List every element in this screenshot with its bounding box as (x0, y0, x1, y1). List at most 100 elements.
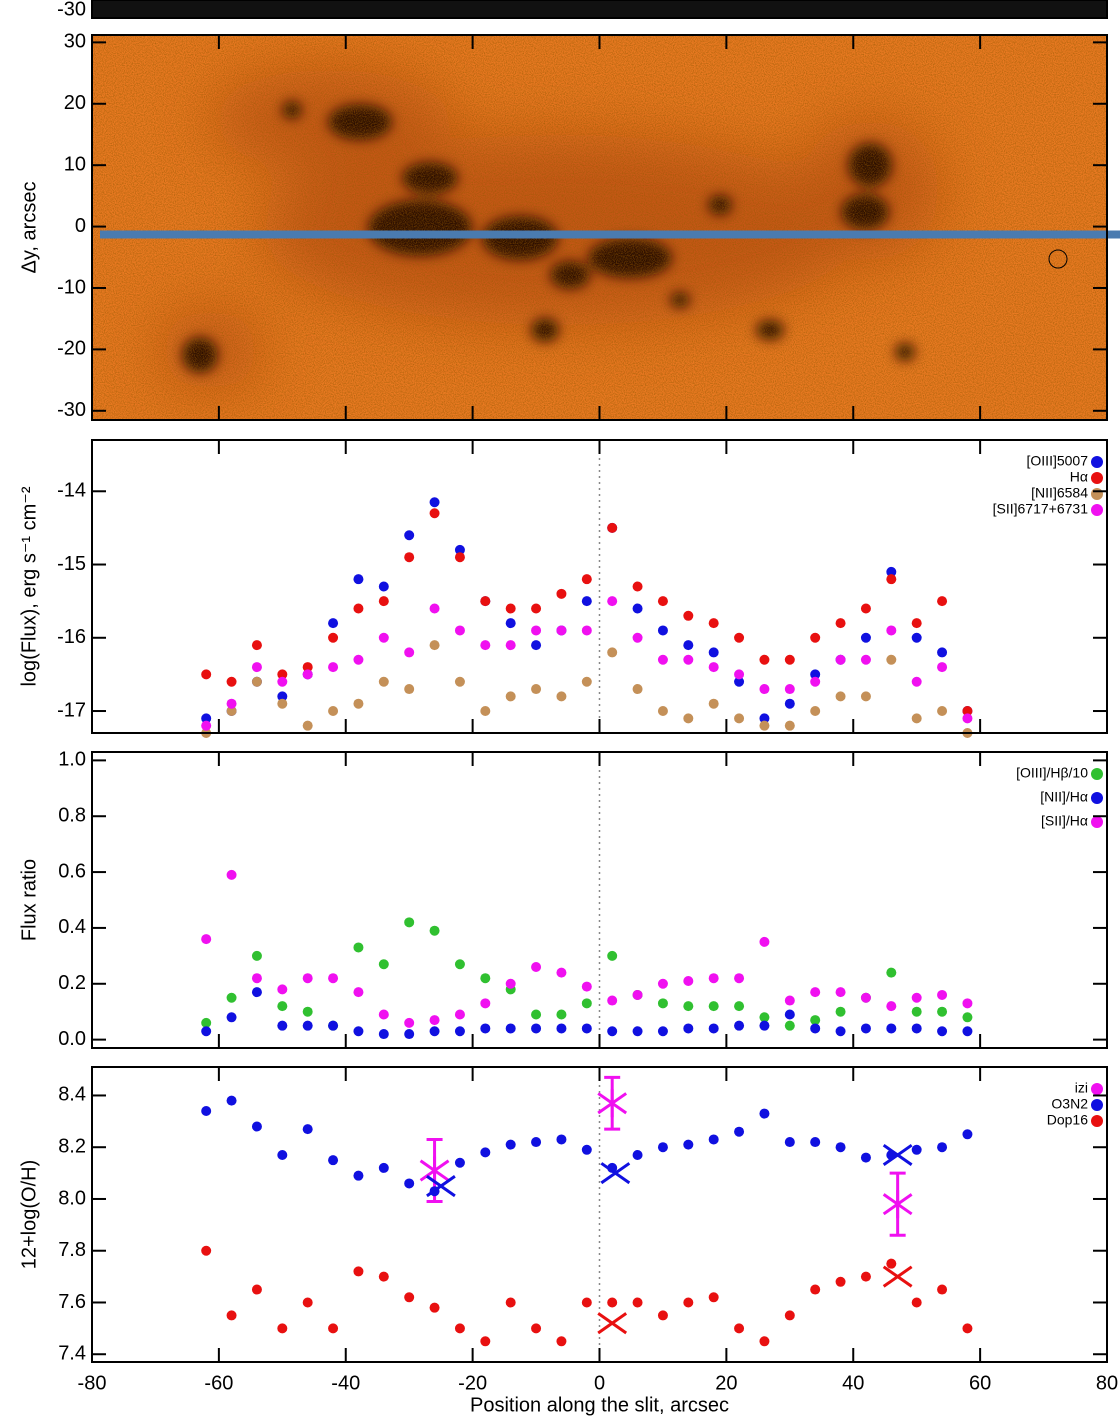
point (505, 1297, 516, 1308)
y-tick-label: -30 (57, 399, 86, 421)
point (556, 1009, 567, 1020)
point (759, 654, 770, 665)
point (429, 1302, 440, 1313)
point (531, 1137, 542, 1148)
point (302, 1006, 313, 1017)
point (378, 596, 389, 607)
legend-label: Hα (1070, 469, 1088, 485)
legend-label: [NII]/Hα (1040, 789, 1088, 805)
point (505, 1139, 516, 1150)
point (353, 987, 364, 998)
y-tick-label: 20 (64, 92, 86, 114)
point (277, 1149, 288, 1160)
point (378, 1029, 389, 1040)
point (378, 959, 389, 970)
point (886, 654, 897, 665)
point (454, 552, 465, 563)
point (531, 962, 542, 973)
point (886, 1023, 897, 1034)
point (911, 1297, 922, 1308)
point (860, 1023, 871, 1034)
point (251, 987, 262, 998)
point (860, 691, 871, 702)
x-tick-label: -80 (78, 1372, 107, 1394)
point (454, 1009, 465, 1020)
point (708, 973, 719, 984)
point (251, 640, 262, 651)
point (378, 1162, 389, 1173)
point (835, 654, 846, 665)
stroke (882, 1143, 913, 1167)
y-axis-label: Flux ratio (18, 859, 40, 941)
point (632, 1297, 643, 1308)
point (759, 936, 770, 947)
asterisk-marker (882, 1190, 913, 1219)
point (277, 1001, 288, 1012)
point (277, 676, 288, 687)
point (429, 925, 440, 936)
y-tick-label: 7.6 (58, 1291, 86, 1313)
point (683, 1023, 694, 1034)
point (886, 566, 897, 577)
point (226, 992, 237, 1003)
point (911, 1023, 922, 1034)
x-tick-label: 80 (1096, 1372, 1118, 1394)
point (962, 1026, 973, 1037)
point (835, 1142, 846, 1153)
x-tick-label: -40 (331, 1372, 360, 1394)
point (810, 632, 821, 643)
point (734, 1126, 745, 1137)
point (226, 1310, 237, 1321)
point (226, 698, 237, 709)
point (810, 1023, 821, 1034)
point (353, 654, 364, 665)
point (480, 640, 491, 651)
point (328, 632, 339, 643)
point (201, 1245, 212, 1256)
point (581, 1297, 592, 1308)
legend-label: [OIII]5007 (1027, 453, 1089, 469)
y-axis-label: 12+log(O/H) (18, 1160, 40, 1270)
legend-marker (1091, 488, 1103, 500)
stroke (597, 1312, 628, 1335)
point (607, 1297, 618, 1308)
point (404, 684, 415, 695)
point (708, 1134, 719, 1145)
point (226, 1095, 237, 1106)
point (531, 1009, 542, 1020)
point (302, 662, 313, 673)
point (734, 713, 745, 724)
point (607, 647, 618, 658)
point (810, 706, 821, 717)
point (835, 987, 846, 998)
point (683, 654, 694, 665)
stroke (426, 1175, 456, 1198)
y-tick-label: 0.2 (58, 972, 86, 994)
point (607, 995, 618, 1006)
point (328, 1323, 339, 1334)
image-noise (92, 35, 1107, 420)
point (581, 574, 592, 585)
y-tick-label: 8.4 (58, 1084, 86, 1106)
point (277, 984, 288, 995)
point (937, 706, 948, 717)
y-tick-label: 10 (64, 153, 86, 175)
point (835, 618, 846, 629)
x-marker (597, 1312, 628, 1335)
point (759, 1020, 770, 1031)
legend-marker (1091, 456, 1103, 468)
x-tick-label: -60 (204, 1372, 233, 1394)
point (277, 691, 288, 702)
point (937, 989, 948, 1000)
point (911, 1144, 922, 1155)
x-marker (600, 1162, 631, 1185)
legend-marker (1091, 1099, 1103, 1111)
point (607, 1026, 618, 1037)
point (962, 1323, 973, 1334)
point (759, 1108, 770, 1119)
point (734, 632, 745, 643)
point (531, 1323, 542, 1334)
point (556, 1134, 567, 1145)
point (201, 1105, 212, 1116)
point (937, 647, 948, 658)
